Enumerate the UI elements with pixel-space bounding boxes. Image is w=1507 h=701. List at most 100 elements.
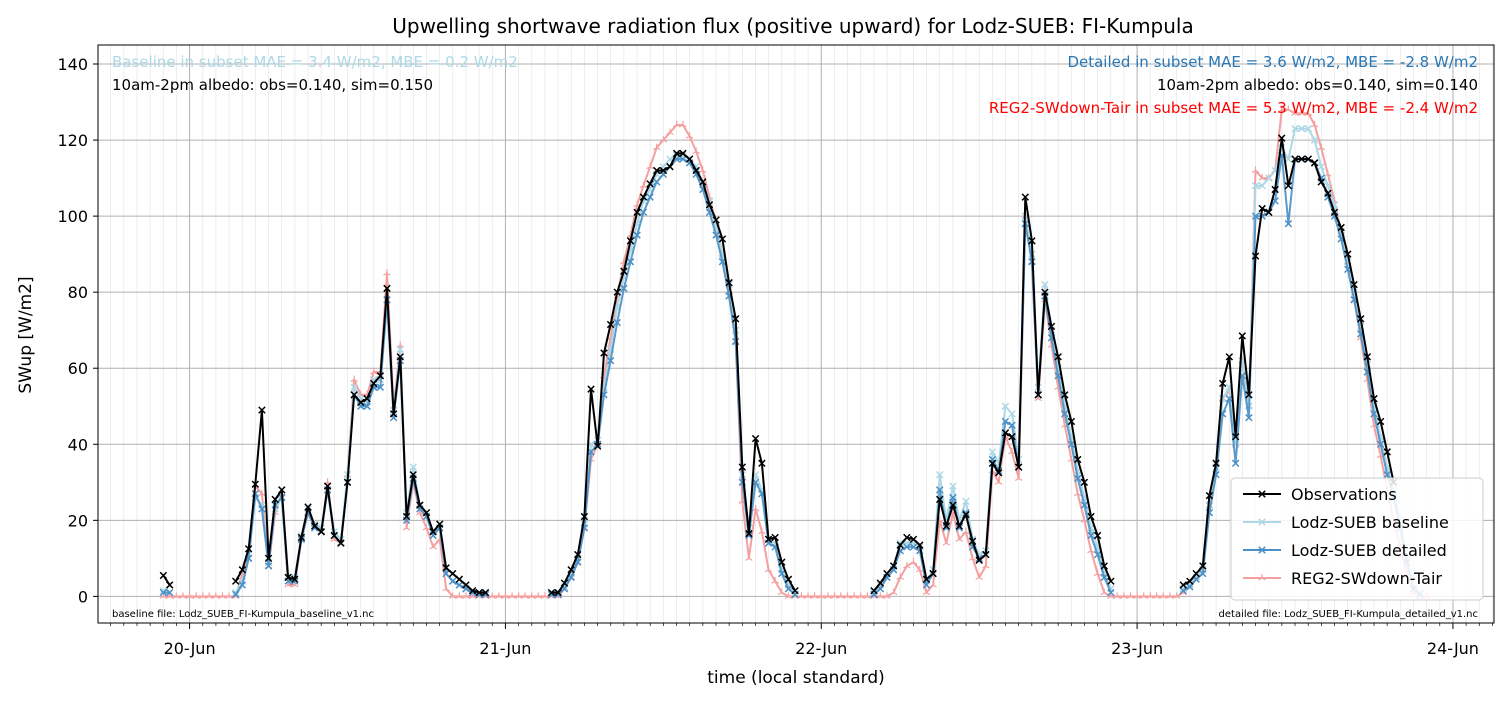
data-point [534,592,543,599]
data-point [284,573,292,582]
data-point [1258,174,1266,181]
data-point [1001,429,1010,437]
data-point [903,543,911,551]
data-point [1245,391,1253,399]
plot-frame [97,44,1495,624]
data-point [416,501,424,509]
data-point [251,480,260,488]
data-point [1350,280,1358,289]
data-point [501,592,510,599]
data-point [994,478,1003,485]
y-tick-label: 60 [68,359,88,378]
data-point [1067,440,1076,449]
data-point [962,527,970,535]
data-point [376,383,385,391]
data-point [626,237,635,245]
y-axis-label: SWup [W/m2] [16,276,36,393]
data-point [343,478,352,487]
data-point [448,577,457,585]
data-point [942,524,951,532]
data-point [455,592,464,599]
data-point [264,554,273,563]
data-point [1139,592,1148,599]
data-point [916,565,924,573]
data-point [1330,208,1339,217]
data-point [527,592,536,599]
data-point [1383,448,1391,456]
data-point [317,528,326,536]
data-point [1363,353,1372,361]
data-point [363,394,371,403]
data-point [712,231,720,239]
data-point [1324,189,1332,198]
data-point [297,533,306,542]
data-point [488,592,496,599]
data-point [350,391,358,399]
data-point [475,588,483,597]
x-tick-label: 24-Jun [1427,639,1479,658]
data-point [679,149,687,158]
data-point [1291,109,1299,116]
baseline-metrics-annotation: Baseline in subset MAE = 3.4 W/m2, MBE =… [112,53,518,71]
data-point [659,136,668,143]
data-point [903,561,911,569]
data-point [1001,402,1010,410]
data-point [850,592,858,599]
y-axis: 0 20 40 60 80 100 120 140 [57,55,98,606]
data-point [1284,181,1293,190]
data-point [646,180,654,188]
data-point [606,320,615,329]
data-point [587,448,595,456]
data-point [679,120,687,128]
data-point [1028,237,1036,245]
data-point [699,178,707,186]
data-point [291,575,299,584]
data-point [1087,531,1095,540]
series-line [551,152,796,594]
data-point [633,231,641,239]
legend-marker [1258,574,1266,581]
data-point [1008,421,1016,429]
data-point [712,216,720,224]
data-point [330,531,338,540]
data-point [955,535,964,542]
data-point [165,581,174,589]
data-point [883,569,891,578]
data-point [817,592,826,599]
x-tick-label: 22-Jun [795,639,847,658]
reg2-metrics-annotation: REG2-SWdown-Tair in subset MAE = 5.3 W/m… [989,99,1478,117]
data-point [1073,455,1082,464]
data-point [1356,315,1365,323]
data-point [396,345,404,353]
data-point [764,535,773,544]
data-point [889,562,898,570]
data-point [580,512,589,521]
data-point [699,166,707,174]
data-point [442,569,450,578]
data-point [258,406,266,414]
data-point [626,258,635,266]
data-point [231,590,240,599]
data-point [1297,124,1306,133]
data-point [1370,394,1378,403]
data-point [1054,353,1062,361]
data-point [982,550,990,559]
data-point [363,402,371,410]
data-point [159,571,168,580]
detailed-metrics-annotation: Detailed in subset MAE = 3.6 W/m2, MBE =… [1067,53,1478,71]
data-point [1126,592,1135,599]
data-point [1179,586,1187,595]
data-point [876,592,885,599]
data-point [725,278,733,287]
data-point [935,486,944,494]
data-point [672,149,681,158]
data-point [304,503,312,511]
legend-entries: Observations Lodz-SUEB baseline Lodz-SUEB … [1243,485,1449,588]
data-point [870,586,878,595]
data-point [652,166,661,175]
data-point [422,523,431,531]
data-point [745,554,753,561]
chart-title: Upwelling shortwave radiation flux (posi… [392,14,1194,38]
data-point [442,584,450,592]
data-point [205,592,213,599]
